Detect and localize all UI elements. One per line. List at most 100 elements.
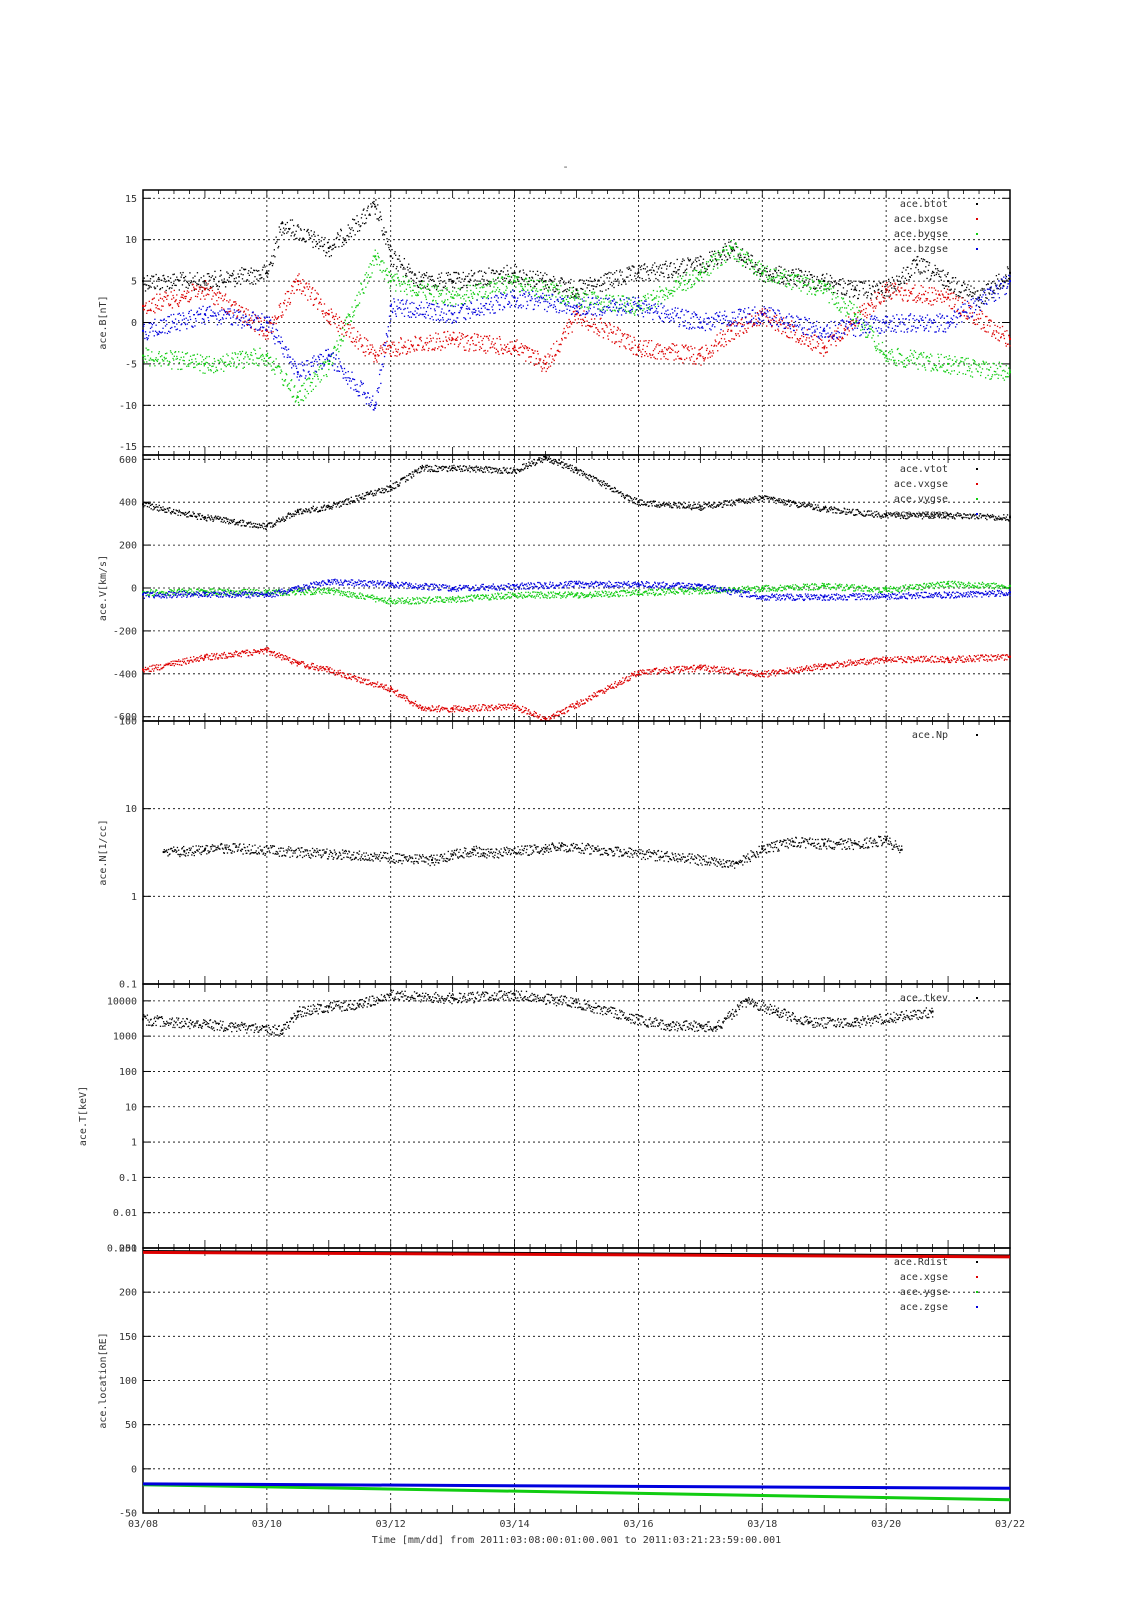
data-point xyxy=(179,272,182,274)
data-point xyxy=(811,274,813,276)
data-point xyxy=(296,225,299,227)
data-point xyxy=(696,357,698,359)
data-point xyxy=(715,345,718,347)
data-point xyxy=(876,284,879,287)
data-point xyxy=(853,315,856,317)
data-point xyxy=(178,302,180,304)
data-point xyxy=(330,308,332,310)
data-point xyxy=(176,294,178,296)
data-point xyxy=(653,356,655,358)
data-point xyxy=(542,286,545,288)
data-point xyxy=(302,384,304,387)
data-point xyxy=(538,296,541,298)
data-point xyxy=(346,234,349,237)
data-point xyxy=(667,291,670,294)
data-point xyxy=(411,345,414,348)
data-point xyxy=(188,365,190,367)
data-point xyxy=(721,344,723,346)
data-point xyxy=(893,287,895,289)
data-point xyxy=(312,357,314,359)
data-point xyxy=(738,335,741,337)
data-point xyxy=(811,349,814,351)
data-point xyxy=(823,288,826,291)
data-point xyxy=(649,269,651,271)
data-point xyxy=(753,272,755,274)
data-point xyxy=(909,292,912,295)
data-point xyxy=(302,290,305,292)
data-point xyxy=(650,269,652,271)
data-point xyxy=(840,311,842,313)
data-point xyxy=(519,290,521,293)
data-point xyxy=(590,280,592,282)
data-point xyxy=(707,353,710,355)
data-point xyxy=(181,323,183,325)
data-point xyxy=(214,293,217,295)
data-point xyxy=(147,288,149,290)
data-point xyxy=(715,252,717,255)
data-point xyxy=(301,361,303,363)
data-point xyxy=(545,370,547,373)
data-point xyxy=(306,364,308,366)
data-point xyxy=(281,340,284,343)
data-point xyxy=(552,275,555,278)
data-point xyxy=(883,353,885,356)
data-point xyxy=(393,252,396,255)
data-point xyxy=(947,272,949,274)
data-point xyxy=(798,278,800,280)
data-point xyxy=(449,318,451,321)
data-point xyxy=(498,290,500,293)
data-point xyxy=(764,266,766,269)
data-point xyxy=(799,337,802,340)
data-point xyxy=(923,259,926,261)
data-point xyxy=(997,339,999,341)
data-point xyxy=(410,311,412,313)
data-point xyxy=(270,365,272,367)
data-point xyxy=(986,368,988,370)
data-point xyxy=(986,363,989,365)
data-point xyxy=(670,262,672,264)
data-point xyxy=(431,316,433,318)
data-point xyxy=(919,297,922,300)
data-point xyxy=(835,283,837,286)
data-point xyxy=(159,356,162,358)
data-point xyxy=(669,351,671,354)
data-point xyxy=(264,360,267,362)
data-point xyxy=(206,306,209,309)
data-point xyxy=(848,313,850,315)
data-point xyxy=(512,289,514,291)
data-point xyxy=(488,281,491,283)
data-point xyxy=(799,270,801,272)
data-point xyxy=(781,277,783,280)
data-point xyxy=(543,298,545,300)
data-point xyxy=(807,283,810,285)
data-point xyxy=(437,277,439,280)
data-point xyxy=(178,289,180,291)
data-point xyxy=(894,282,896,284)
data-point xyxy=(224,286,227,288)
data-point xyxy=(225,365,227,368)
data-point xyxy=(263,357,266,360)
data-point xyxy=(913,356,915,359)
data-point xyxy=(769,270,771,272)
data-point xyxy=(919,273,921,275)
data-point xyxy=(452,305,454,308)
data-point xyxy=(404,282,406,285)
data-point xyxy=(393,301,396,303)
data-point xyxy=(899,353,902,356)
data-point xyxy=(248,363,250,365)
data-point xyxy=(517,353,519,356)
data-point xyxy=(878,301,880,303)
data-point xyxy=(236,282,239,284)
data-point xyxy=(667,348,670,350)
data-point xyxy=(360,381,363,384)
data-point xyxy=(470,279,472,282)
data-point xyxy=(455,303,457,305)
data-point xyxy=(783,276,785,278)
data-point xyxy=(142,304,144,307)
data-point xyxy=(357,348,359,350)
data-point xyxy=(619,329,621,331)
data-point xyxy=(403,266,405,269)
data-point xyxy=(358,391,360,393)
data-point xyxy=(677,276,679,278)
data-point xyxy=(156,280,158,282)
